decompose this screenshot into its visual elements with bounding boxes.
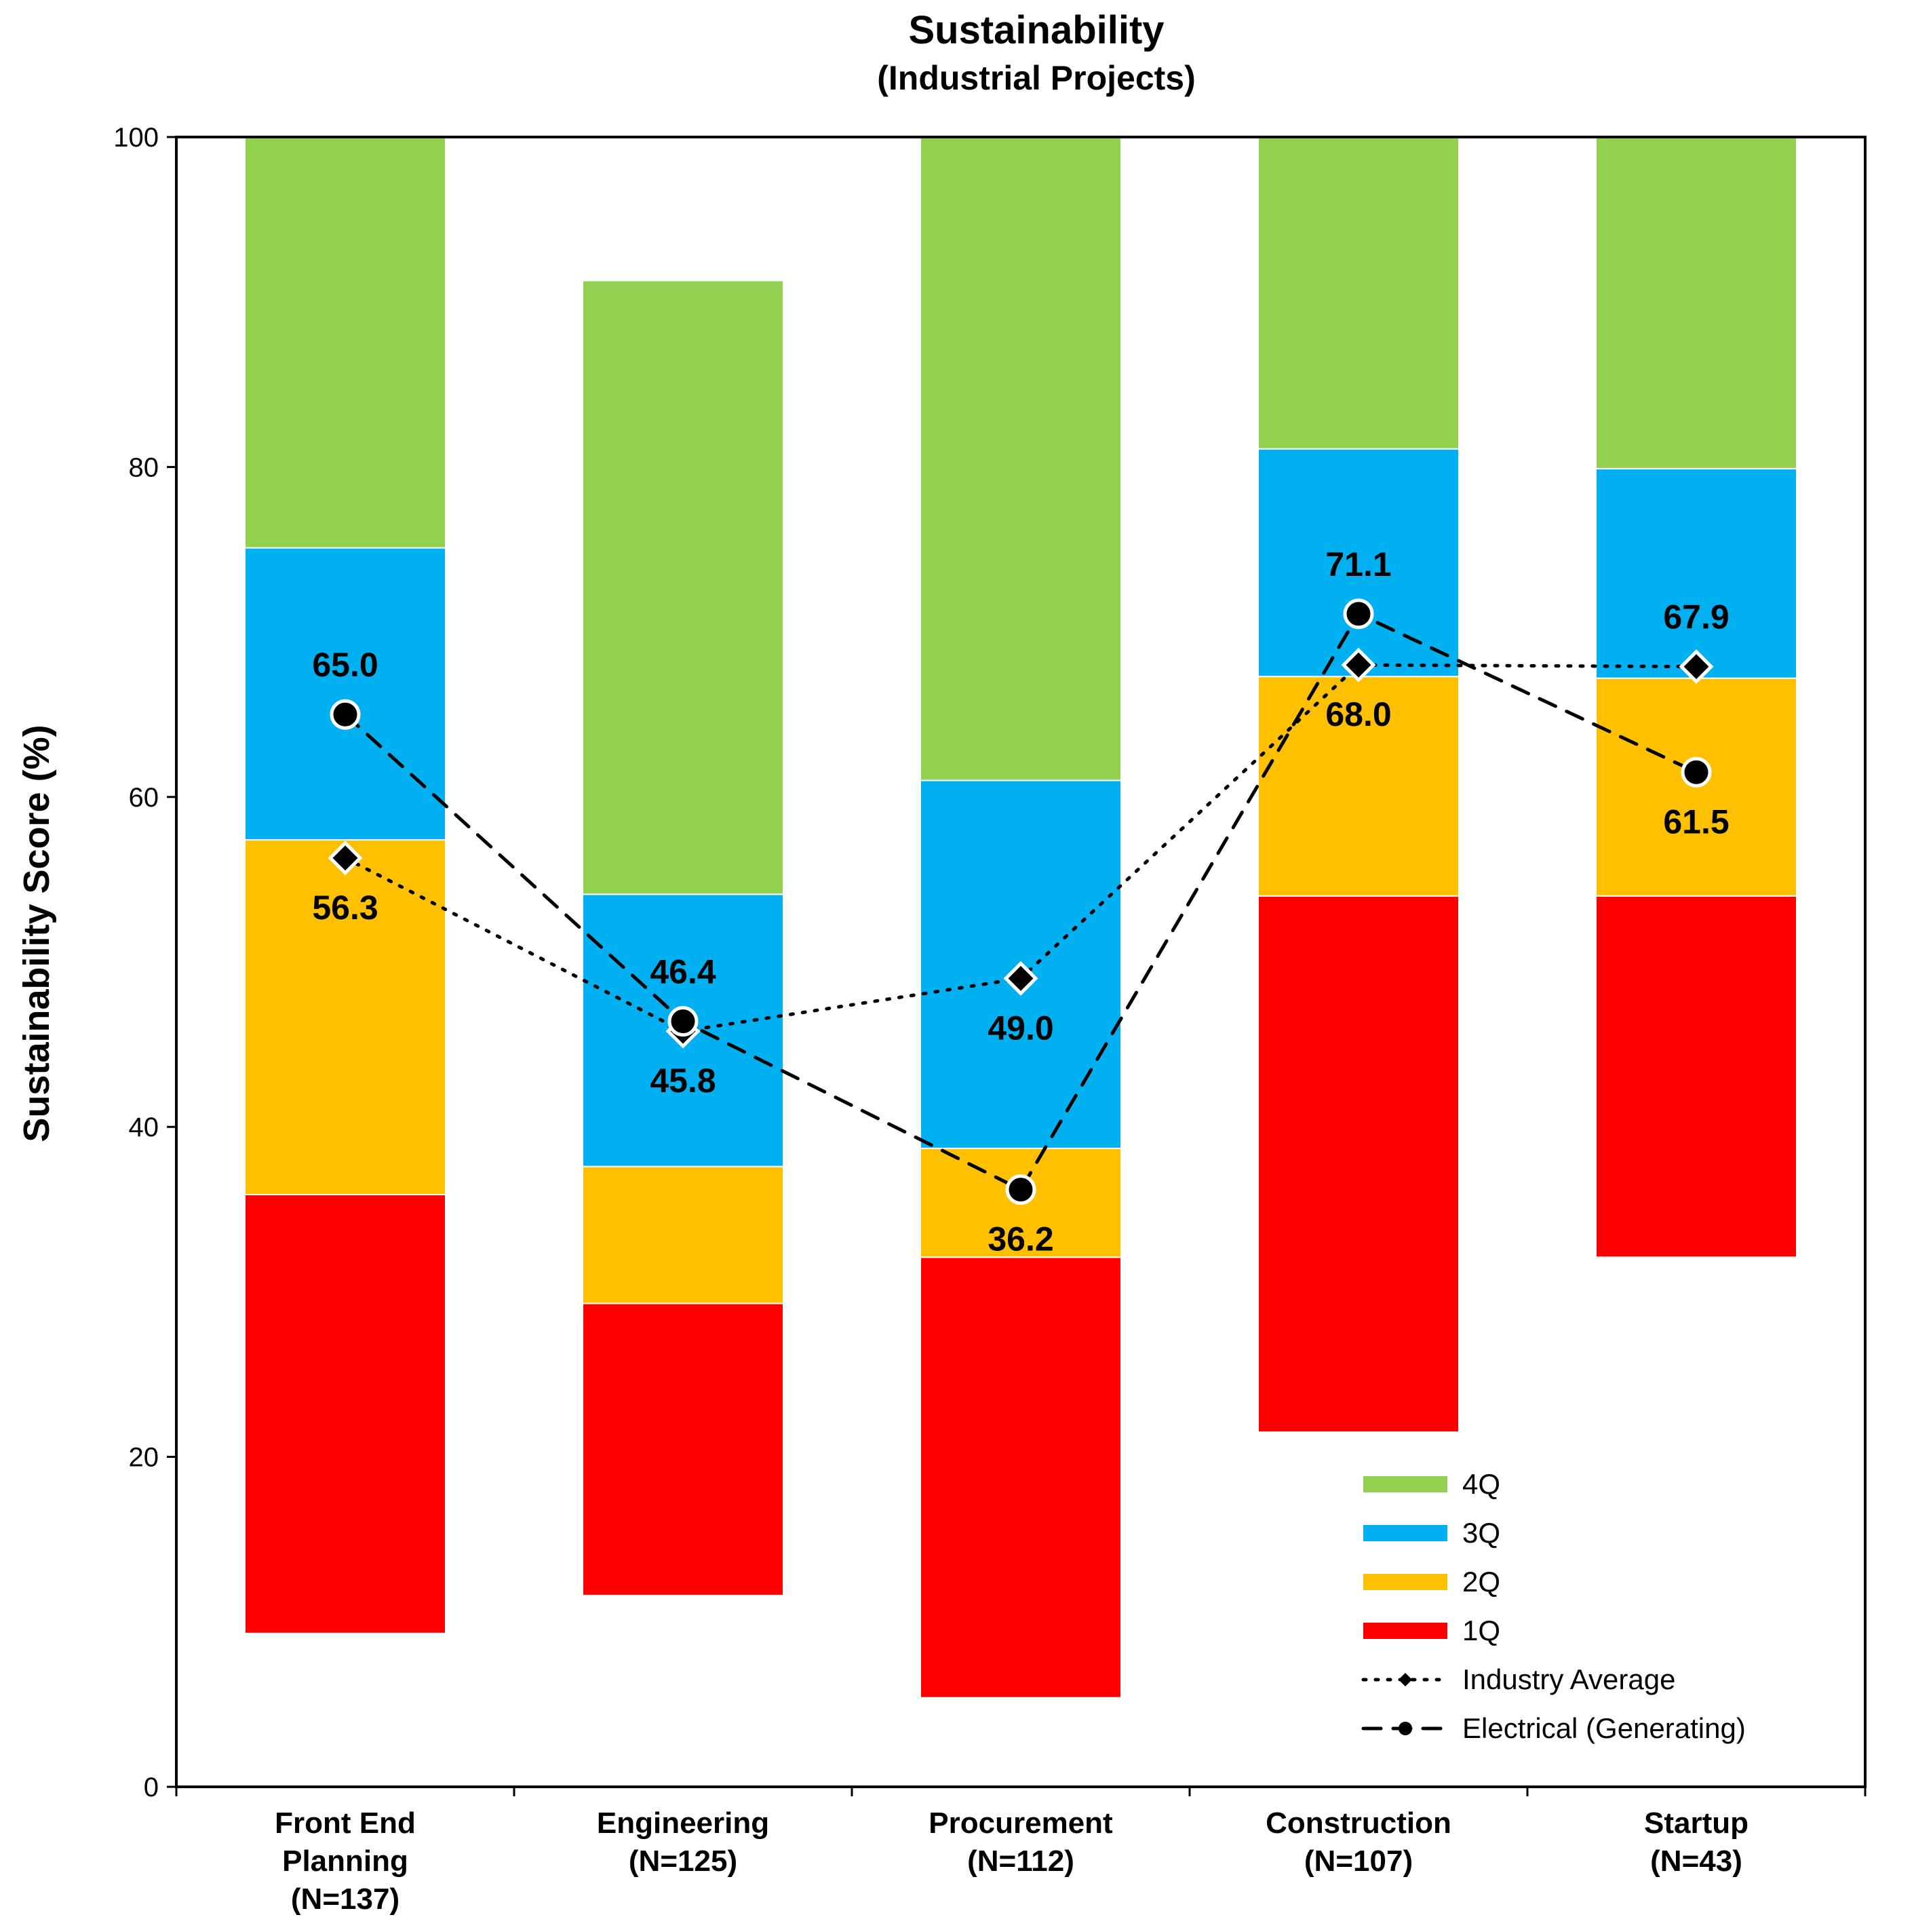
bar-segment-q2-cat-0	[244, 839, 446, 1195]
bar-segment-q1-cat-1	[582, 1302, 784, 1596]
x-category-label-line: (N=137)	[291, 1882, 399, 1916]
bar-segment-q2-cat-1	[582, 1165, 784, 1305]
x-category-label: Engineering (N=125)	[597, 1807, 769, 1878]
y-axis-label: Sustainability Score (%)	[16, 724, 57, 1142]
legend-swatch-3q	[1363, 1525, 1447, 1541]
y-tick-label: 0	[144, 1773, 159, 1802]
bar-segment-q3-cat-0	[244, 547, 446, 841]
y-tick-label: 80	[129, 452, 159, 482]
data-label-electrical-generating: 36.2	[988, 1220, 1053, 1258]
x-category-label: Front End Planning (N=137)	[275, 1807, 416, 1916]
x-category-label-line: Planning	[282, 1844, 408, 1878]
x-category-label-line: Procurement	[929, 1807, 1113, 1840]
data-label-industry-average: 49.0	[988, 1009, 1053, 1047]
legend-label: 4Q	[1462, 1468, 1500, 1500]
y-tick-label: 20	[129, 1443, 159, 1473]
legend-label: Industry Average	[1462, 1663, 1675, 1695]
legend-swatch-1q	[1363, 1623, 1447, 1639]
point-industry-average	[1003, 961, 1038, 996]
bar-segment-q4-cat-0	[244, 136, 446, 549]
chart-title: Sustainability	[908, 8, 1164, 52]
point-industry-average	[328, 841, 363, 876]
point-industry-average	[1341, 647, 1376, 682]
point-electrical-generating	[1681, 756, 1712, 788]
x-category-label-line: (N=125)	[629, 1844, 737, 1878]
legend-label: 3Q	[1462, 1517, 1500, 1549]
data-label-industry-average: 67.9	[1663, 598, 1729, 636]
data-label-electrical-generating: 61.5	[1663, 803, 1729, 841]
plot-frame	[175, 136, 1867, 1788]
point-electrical-generating	[330, 699, 361, 730]
x-category-label-line: Front End	[275, 1807, 416, 1840]
legend-label: 2Q	[1462, 1566, 1500, 1598]
x-category-label-line: (N=112)	[967, 1844, 1074, 1878]
y-tick-label: 40	[129, 1113, 159, 1142]
y-tick-label: 100	[113, 123, 159, 153]
bar-segment-q1-cat-0	[244, 1193, 446, 1634]
data-label-electrical-generating: 46.4	[650, 953, 716, 991]
data-label-industry-average: 45.8	[650, 1062, 716, 1100]
point-electrical-generating	[1005, 1174, 1036, 1205]
x-category-label: Construction (N=107)	[1266, 1807, 1451, 1878]
series-line-electrical-generating	[343, 611, 1698, 1192]
plot-area: 0 20 40 60 80 100 Front End Planning (N=137) Engi…	[113, 123, 1867, 1916]
bar-segment-q1-cat-2	[920, 1256, 1122, 1699]
bar-segment-q3-cat-4	[1595, 467, 1797, 679]
x-category-label-line: (N=107)	[1304, 1844, 1413, 1878]
bar-segment-q4-cat-1	[582, 279, 784, 895]
legend-diamond-marker	[1399, 1673, 1412, 1686]
legend-label: Electrical (Generating)	[1462, 1712, 1746, 1744]
point-electrical-generating	[1343, 598, 1374, 630]
x-category-label-line: (N=43)	[1650, 1844, 1742, 1878]
y-tick-label: 60	[129, 783, 159, 813]
x-category-label-line: Startup	[1644, 1807, 1749, 1840]
legend-circle-marker	[1399, 1722, 1412, 1735]
x-category-label-line: Construction	[1266, 1807, 1451, 1840]
data-label-electrical-generating: 65.0	[312, 646, 378, 684]
bar-segment-q4-cat-2	[920, 136, 1122, 781]
data-label-electrical-generating: 71.1	[1325, 545, 1391, 583]
x-category-label-line: Engineering	[597, 1807, 769, 1840]
legend-label: 1Q	[1462, 1615, 1500, 1646]
bar-segment-q4-cat-4	[1595, 136, 1797, 469]
x-category-label: Startup (N=43)	[1644, 1807, 1749, 1878]
bar-segment-q4-cat-3	[1257, 136, 1460, 450]
bar-segment-q1-cat-3	[1257, 895, 1460, 1433]
data-label-industry-average: 56.3	[312, 889, 378, 927]
legend-swatch-2q	[1363, 1574, 1447, 1590]
point-electrical-generating	[667, 1006, 699, 1037]
bar-segment-q1-cat-4	[1595, 895, 1797, 1258]
x-category-label: Procurement (N=112)	[929, 1807, 1113, 1878]
legend-swatch-4q	[1363, 1476, 1447, 1492]
data-label-industry-average: 68.0	[1325, 695, 1391, 733]
chart-subtitle: (Industrial Projects)	[877, 59, 1196, 97]
point-industry-average	[1679, 649, 1714, 684]
bar-segment-q2-cat-3	[1257, 676, 1460, 897]
